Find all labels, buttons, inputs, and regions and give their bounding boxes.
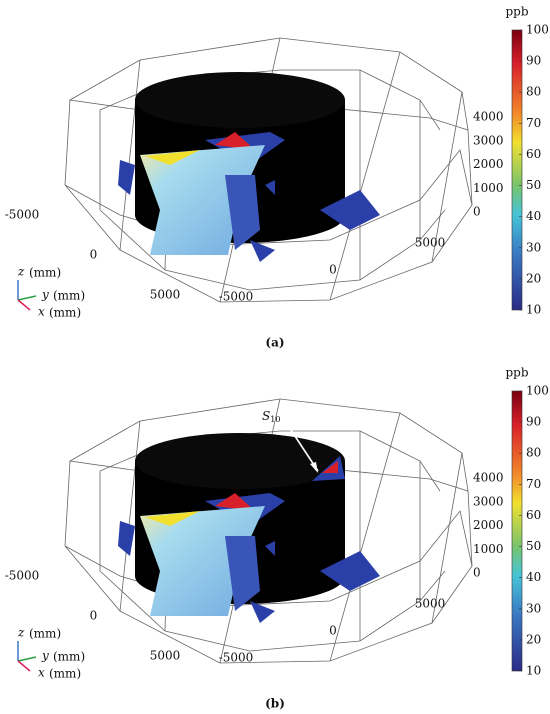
colorbar <box>511 29 523 311</box>
y-tick-label: 0 <box>329 624 337 638</box>
colorbar-tick-label: 40 <box>526 570 541 584</box>
triad-unit: (mm) <box>53 289 85 303</box>
triad-x-label: x <box>38 666 45 680</box>
triad-unit: (mm) <box>29 627 61 641</box>
scene-3d <box>64 398 473 664</box>
colorbar-tick-label: 100 <box>526 23 549 37</box>
colorbar-unit: ppb <box>505 5 528 19</box>
z-tick-label: 4000 <box>473 471 504 485</box>
triad-unit: (mm) <box>49 306 81 320</box>
y-tick-label: -5000 <box>219 651 254 665</box>
colorbar-unit: ppb <box>505 366 528 380</box>
colorbar-tick-label: 20 <box>526 271 541 285</box>
colorbar-tick-label: 50 <box>526 178 541 192</box>
x-tick-label: -5000 <box>5 208 40 222</box>
y-tick-label: 5000 <box>415 236 446 250</box>
plume-s10-core <box>322 461 338 473</box>
panel-label: (b) <box>265 697 285 711</box>
triad-unit: (mm) <box>49 667 81 681</box>
colorbar-tick-label: 80 <box>526 446 541 460</box>
colorbar-tick-label: 80 <box>526 85 541 99</box>
triad-y <box>17 295 37 301</box>
annotation-arrow <box>284 420 319 472</box>
y-tick-label: -5000 <box>219 290 254 304</box>
panel-label: (a) <box>265 336 284 350</box>
annotation: S10 <box>262 409 280 425</box>
colorbar-tick-label: 40 <box>526 209 541 223</box>
z-tick-label: 4000 <box>473 110 504 124</box>
z-tick-label: 0 <box>473 566 481 580</box>
z-tick-label: 1000 <box>473 181 504 195</box>
colorbar-tick-label: 60 <box>526 508 541 522</box>
triad-x <box>17 299 31 311</box>
colorbar-tick-label: 30 <box>526 240 541 254</box>
colorbar-tick-label: 10 <box>526 664 541 678</box>
z-tick-label: 0 <box>473 205 481 219</box>
x-tick-label: 0 <box>90 609 98 623</box>
colorbar-tick-label: 30 <box>526 601 541 615</box>
triad-unit: (mm) <box>53 650 85 664</box>
x-tick-label: 5000 <box>150 649 181 663</box>
y-tick-label: 0 <box>329 263 337 277</box>
colorbar-tick-label: 60 <box>526 147 541 161</box>
triad-x <box>17 660 31 672</box>
z-tick-label: 3000 <box>473 133 504 147</box>
x-tick-label: -5000 <box>5 569 40 583</box>
colorbar-tick-label: 90 <box>526 415 541 429</box>
triad-y-label: y <box>41 288 49 302</box>
colorbar-tick-label: 70 <box>526 477 541 491</box>
x-tick-label: 0 <box>90 248 98 262</box>
triad-z-label: z <box>17 265 25 279</box>
triad-x-label: x <box>38 305 45 319</box>
triad-y-label: y <box>41 649 49 663</box>
z-tick-label: 3000 <box>473 494 504 508</box>
colorbar-tick-label: 90 <box>526 54 541 68</box>
panel: -5000 0 5000 -5000 0 5000 0 1000 2000 3000 4000 z (m… <box>5 5 549 350</box>
scene-3d <box>64 37 473 303</box>
colorbar-tick-label: 10 <box>526 303 541 317</box>
colorbar-tick-label: 70 <box>526 116 541 130</box>
triad-z-label: z <box>17 626 25 640</box>
y-tick-label: 5000 <box>415 597 446 611</box>
colorbar <box>511 390 523 672</box>
triad-y <box>17 656 37 662</box>
x-tick-label: 5000 <box>150 288 181 302</box>
colorbar-tick-label: 50 <box>526 539 541 553</box>
z-tick-label: 2000 <box>473 518 504 532</box>
z-tick-label: 2000 <box>473 157 504 171</box>
colorbar-tick-label: 20 <box>526 632 541 646</box>
colorbar-tick-label: 100 <box>526 384 549 398</box>
triad-unit: (mm) <box>29 266 61 280</box>
z-tick-label: 1000 <box>473 542 504 556</box>
panel: S10 -5000 0 5000 -5000 0 5000 0 1000 2000 3000 4000… <box>5 366 549 711</box>
arrow-head <box>310 462 318 473</box>
